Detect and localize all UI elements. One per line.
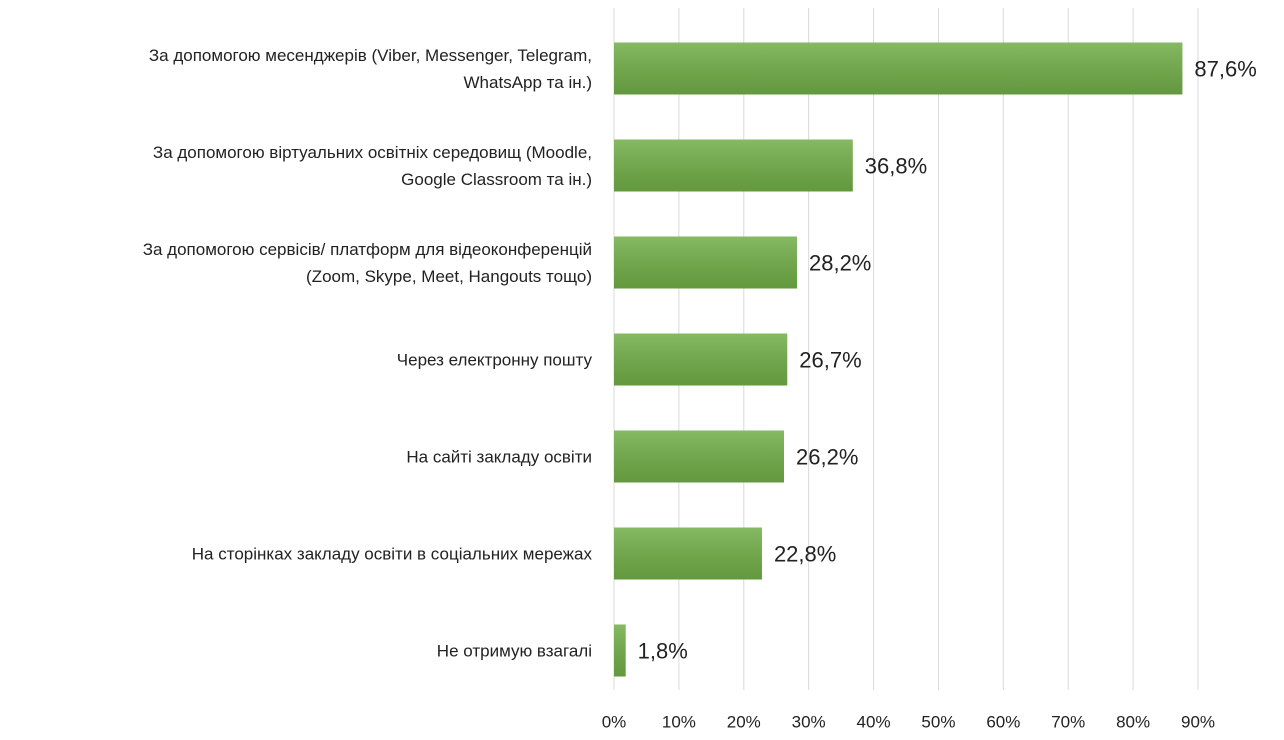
value-label: 28,2% bbox=[809, 250, 871, 275]
y-tick-label: Не отримую взагалі bbox=[436, 641, 592, 660]
bar-shade bbox=[614, 139, 853, 192]
bar-shade bbox=[614, 527, 762, 580]
bar-shade bbox=[614, 42, 1183, 95]
x-tick-label: 60% bbox=[986, 712, 1020, 731]
value-label: 26,7% bbox=[799, 347, 861, 372]
y-tick-label: На сайті закладу освіти bbox=[406, 447, 592, 466]
x-tick-label: 0% bbox=[602, 712, 627, 731]
x-tick-label: 50% bbox=[921, 712, 955, 731]
bar-shade bbox=[614, 333, 788, 386]
value-label: 87,6% bbox=[1194, 56, 1256, 81]
x-tick-label: 10% bbox=[662, 712, 696, 731]
x-tick-label: 80% bbox=[1116, 712, 1150, 731]
y-tick-label: Через електронну пошту bbox=[396, 350, 592, 369]
bar-shade bbox=[614, 236, 797, 289]
y-tick-label: На сторінках закладу освіти в соціальних… bbox=[191, 544, 592, 563]
x-tick-label: 30% bbox=[792, 712, 826, 731]
y-tick-label: За допомогою віртуальних освітніх середо… bbox=[152, 142, 592, 189]
value-label: 26,2% bbox=[796, 444, 858, 469]
bar-shade bbox=[614, 430, 785, 483]
value-label: 1,8% bbox=[638, 638, 688, 663]
x-tick-label: 20% bbox=[727, 712, 761, 731]
x-tick-label: 90% bbox=[1181, 712, 1215, 731]
y-tick-label: За допомогою сервісів/ платформ для віде… bbox=[142, 239, 592, 286]
value-label: 22,8% bbox=[774, 541, 836, 566]
x-tick-label: 40% bbox=[857, 712, 891, 731]
bar-shade bbox=[614, 624, 626, 677]
y-tick-label: За допомогою месенджерів (Viber, Messeng… bbox=[148, 45, 592, 92]
value-label: 36,8% bbox=[865, 153, 927, 178]
x-tick-label: 70% bbox=[1051, 712, 1085, 731]
